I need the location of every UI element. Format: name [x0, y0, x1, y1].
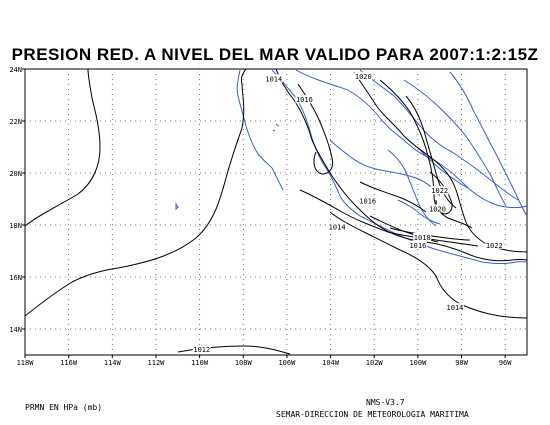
lon-tick-label: 110W	[191, 359, 209, 367]
lon-tick-label: 108W	[235, 359, 253, 367]
lon-tick-label: 102W	[366, 359, 384, 367]
isobar-label-bg	[358, 196, 377, 205]
isobar-label: 1020	[429, 205, 446, 213]
isobar-label: 1014	[447, 304, 464, 312]
lon-tick-label: 114W	[104, 359, 122, 367]
lon-tick-label: 98W	[455, 359, 468, 367]
isobar-label-bg	[328, 222, 347, 231]
isobar-label: 1016	[359, 198, 376, 206]
isobar-label: 1022	[431, 187, 448, 195]
isobar-label-bg	[430, 186, 449, 195]
isobar-label: 1014	[329, 224, 346, 232]
lon-tick-label: 116W	[60, 359, 78, 367]
lat-tick-label: 14N	[9, 326, 22, 334]
lon-tick-label: 118W	[17, 359, 35, 367]
isobar-label: 1016	[409, 242, 426, 250]
lon-tick-label: 112W	[148, 359, 166, 367]
lat-tick-label: 22N	[9, 118, 22, 126]
isobar-label-bg	[192, 344, 211, 353]
isobar-label-bg	[485, 240, 504, 249]
lat-tick-label: 20N	[9, 170, 22, 178]
isobar-label: 1016	[296, 96, 313, 104]
isobar-label: 1020	[355, 73, 372, 81]
lon-tick-label: 96W	[499, 359, 512, 367]
isobar-label: 1018	[414, 234, 431, 242]
units-note: PRMN EN HPa (mb)	[25, 403, 103, 412]
lat-tick-label: 24N	[9, 66, 22, 74]
map-title: PRESION RED. A NIVEL DEL MAR VALIDO PARA…	[12, 45, 539, 64]
isobar-label-bg	[413, 233, 432, 241]
agency-label: SEMAR-DIRECCION DE METEOROLOGIA MARITIMA	[276, 410, 469, 419]
lat-tick-label: 16N	[9, 274, 22, 282]
version-label: NMS-V3.7	[366, 398, 405, 407]
isobar-label-bg	[408, 240, 427, 249]
lon-tick-label: 104W	[322, 359, 340, 367]
isobar-label-bg	[428, 204, 447, 213]
isobar-label-bg	[295, 95, 314, 104]
lon-tick-label: 100W	[409, 359, 427, 367]
grid-lines	[25, 69, 527, 355]
isobar-label: 1022	[486, 242, 503, 250]
isobar-label: 1012	[193, 346, 210, 354]
coastline	[175, 69, 528, 264]
lat-tick-label: 18N	[9, 222, 22, 230]
isobar-label: 1014	[265, 75, 282, 83]
isobar-label-bg	[354, 71, 373, 80]
isobar-label-bg	[264, 74, 283, 83]
axis-ticks: 24N 22N 20N 18N 16N 14N 118W 116W 114W 112W 110W 10…	[9, 66, 512, 367]
isobar-label-bg	[445, 303, 464, 312]
lon-tick-label: 106W	[278, 359, 296, 367]
